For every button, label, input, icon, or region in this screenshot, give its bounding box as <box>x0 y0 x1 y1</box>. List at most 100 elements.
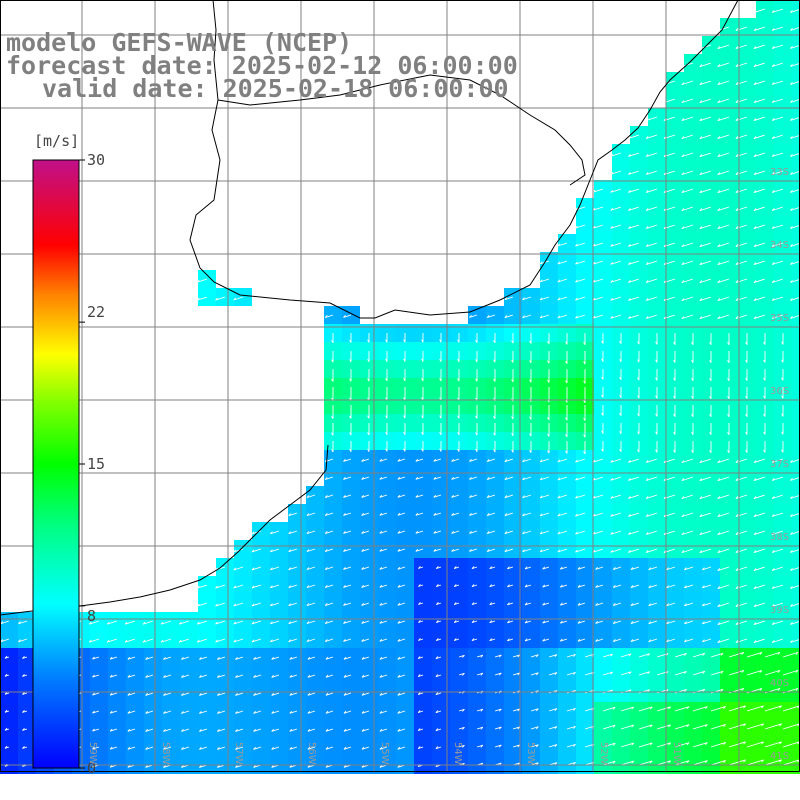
wind-arrow-head <box>612 621 616 624</box>
wind-arrow-head <box>583 451 586 455</box>
wind-arrow <box>592 188 604 193</box>
coastline-interior <box>217 74 586 186</box>
wind-arrow <box>217 674 226 678</box>
wind-arrow <box>253 674 262 678</box>
wind-arrow <box>772 530 784 535</box>
wind-arrow-head <box>601 430 604 434</box>
wind-arrow-head <box>307 710 311 714</box>
wind-arrow-head <box>199 746 202 750</box>
wind-arrow <box>197 296 208 301</box>
wind-arrow <box>772 188 784 193</box>
wind-arrow-head <box>271 764 275 768</box>
wind-arrow <box>699 80 712 86</box>
wind-arrow <box>325 602 334 606</box>
wind-arrow-head <box>325 674 329 678</box>
wind-arrow <box>288 530 298 535</box>
wind-arrow-head <box>235 656 238 660</box>
wind-arrow <box>717 188 730 194</box>
wind-arrow-head <box>493 378 496 382</box>
wind-arrow <box>18 620 28 625</box>
wind-arrow <box>361 530 370 534</box>
wind-arrow <box>379 458 388 462</box>
wind-arrow-head <box>307 764 311 768</box>
wind-arrow <box>753 44 766 49</box>
wind-arrow <box>753 206 766 211</box>
wind-arrow-head <box>109 692 113 696</box>
wind-arrow-head <box>181 728 184 732</box>
wind-arrow <box>233 584 244 589</box>
wind-arrow <box>540 548 550 553</box>
wind-arrow-head <box>379 602 383 606</box>
wind-arrow-head <box>233 639 237 643</box>
wind-arrow <box>681 134 694 140</box>
wind-arrow-head <box>529 360 532 364</box>
wind-arrow-head <box>324 513 328 516</box>
wind-arrow <box>343 692 352 696</box>
wind-arrow <box>646 134 658 139</box>
wind-arrow-head <box>343 530 346 534</box>
wind-arrow-head <box>601 340 604 344</box>
wind-arrow-head <box>637 431 640 435</box>
wind-arrow-head <box>704 760 708 764</box>
wind-arrow-head <box>403 415 406 419</box>
wind-arrow <box>92 746 100 750</box>
wind-arrow <box>772 224 784 229</box>
wind-arrow-head <box>717 640 721 643</box>
wind-arrow-head <box>601 376 604 380</box>
wind-arrow <box>592 278 604 283</box>
wind-arrow-head <box>795 688 799 691</box>
wind-arrow <box>253 656 262 660</box>
wind-arrow-head <box>547 417 550 421</box>
wind-arrow-head <box>743 723 746 727</box>
wind-arrow-head <box>577 584 581 588</box>
wind-arrow-head <box>542 602 546 606</box>
wind-arrow-head <box>361 476 365 480</box>
wind-arrow-head <box>735 280 739 283</box>
wind-arrow <box>145 692 154 696</box>
wind-arrow-head <box>681 478 685 481</box>
wind-arrow-head <box>324 531 328 534</box>
wind-speed-cell <box>792 414 800 432</box>
wind-arrow-head <box>435 620 439 623</box>
wind-arrow <box>92 674 100 678</box>
wind-arrow-head <box>109 656 113 660</box>
wind-arrow-head <box>307 674 311 678</box>
wind-arrow <box>487 476 496 480</box>
wind-arrow-head <box>779 759 782 763</box>
wind-arrow <box>575 278 586 283</box>
wind-arrow-head <box>271 710 275 714</box>
wind-arrow-head <box>385 339 388 343</box>
wind-speed-cell <box>792 612 800 630</box>
wind-arrow <box>620 724 634 730</box>
wind-arrow-head <box>361 620 365 624</box>
wind-arrow-head <box>681 550 685 553</box>
wind-arrow-head <box>735 316 739 319</box>
wind-arrow-head <box>577 620 581 624</box>
wind-arrow <box>772 476 784 481</box>
wind-arrow <box>646 548 658 553</box>
wind-arrow-head <box>109 746 113 750</box>
wind-arrow-head <box>145 710 149 714</box>
wind-arrow-head <box>735 496 739 499</box>
wind-arrow-head <box>439 378 442 382</box>
wind-arrow-head <box>217 746 220 750</box>
wind-arrow-head <box>493 340 496 344</box>
wind-arrow-head <box>645 298 649 301</box>
wind-arrow-head <box>306 513 310 516</box>
wind-arrow-head <box>361 548 365 552</box>
wind-arrow-head <box>781 449 784 453</box>
wind-arrow-head <box>270 603 273 607</box>
wind-arrow <box>699 494 712 500</box>
wind-arrow-head <box>691 413 694 417</box>
wind-arrow <box>646 152 658 157</box>
wind-speed-cell <box>792 504 800 522</box>
wind-arrow-head <box>92 656 95 660</box>
wind-arrow-head <box>379 710 383 714</box>
wind-arrow-head <box>601 358 604 362</box>
wind-arrow-head <box>723 706 726 709</box>
wind-arrow-head <box>433 548 437 552</box>
colorbar-tick-label: 8 <box>87 607 97 625</box>
wind-arrow <box>772 620 784 625</box>
wind-speed-cell <box>792 270 800 288</box>
wind-arrow-head <box>306 495 310 498</box>
